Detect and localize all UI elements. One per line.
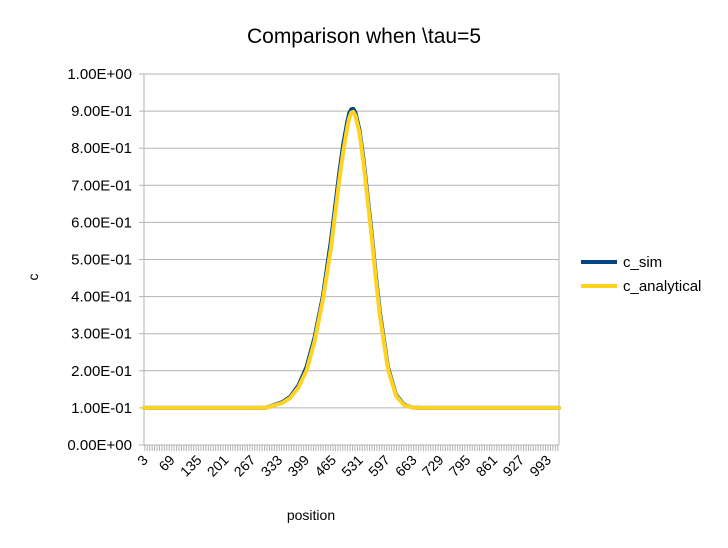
x-tick-label: 795 <box>446 452 474 480</box>
y-tick-label: 5.00E-01 <box>71 252 132 269</box>
y-tick-label: 2.00E-01 <box>71 363 132 380</box>
y-tick-label: 3.00E-01 <box>71 326 132 343</box>
x-tick-label: 69 <box>155 452 177 474</box>
x-tick-label: 465 <box>311 452 339 480</box>
x-axis-title: position <box>287 507 335 523</box>
legend-label: c_sim <box>623 254 662 271</box>
legend-item-c_analytical: c_analytical <box>581 278 701 295</box>
x-tick-label: 399 <box>284 452 312 480</box>
x-tick-label: 267 <box>231 452 259 480</box>
x-tick-label: 597 <box>365 452 393 480</box>
x-tick-label: 333 <box>258 452 286 480</box>
series-lines <box>142 106 561 410</box>
y-tick-label: 9.00E-01 <box>71 103 132 120</box>
legend: c_sim c_analytical <box>581 254 701 295</box>
legend-item-c_sim: c_sim <box>581 254 662 271</box>
series-line-c_analytical <box>142 109 561 410</box>
x-tick-label: 927 <box>499 452 527 480</box>
x-tick-label: 3 <box>134 452 151 469</box>
x-tick-label: 201 <box>204 452 232 480</box>
y-tick-label: 1.00E-01 <box>71 400 132 417</box>
x-tick-label: 729 <box>419 452 447 480</box>
chart-title: Comparison when \tau=5 <box>247 25 481 48</box>
y-tick-label: 0.00E+00 <box>67 437 132 454</box>
x-tick-labels: 3 69 135 201 267 333 399 465 531 597 663 729 795 861 9… <box>134 452 554 480</box>
x-tick-label: 861 <box>473 452 501 480</box>
y-tick-label: 6.00E-01 <box>71 214 132 231</box>
gridlines <box>144 73 559 446</box>
x-tick-label: 531 <box>338 452 366 480</box>
legend-label: c_analytical <box>623 278 701 295</box>
y-axis-title: c <box>25 274 41 281</box>
x-tick-label: 993 <box>526 452 554 480</box>
y-tick-label: 8.00E-01 <box>71 140 132 157</box>
y-tick-labels: 0.00E+00 1.00E-01 2.00E-01 3.00E-01 4.00E-01… <box>67 66 132 454</box>
axes <box>139 73 560 451</box>
x-tick-label: 663 <box>392 452 420 480</box>
y-tick-label: 1.00E+00 <box>67 66 132 83</box>
y-tick-label: 4.00E-01 <box>71 289 132 306</box>
x-tick-label: 135 <box>177 452 205 480</box>
series-line-c_sim <box>142 106 561 410</box>
y-tick-label: 7.00E-01 <box>71 177 132 194</box>
